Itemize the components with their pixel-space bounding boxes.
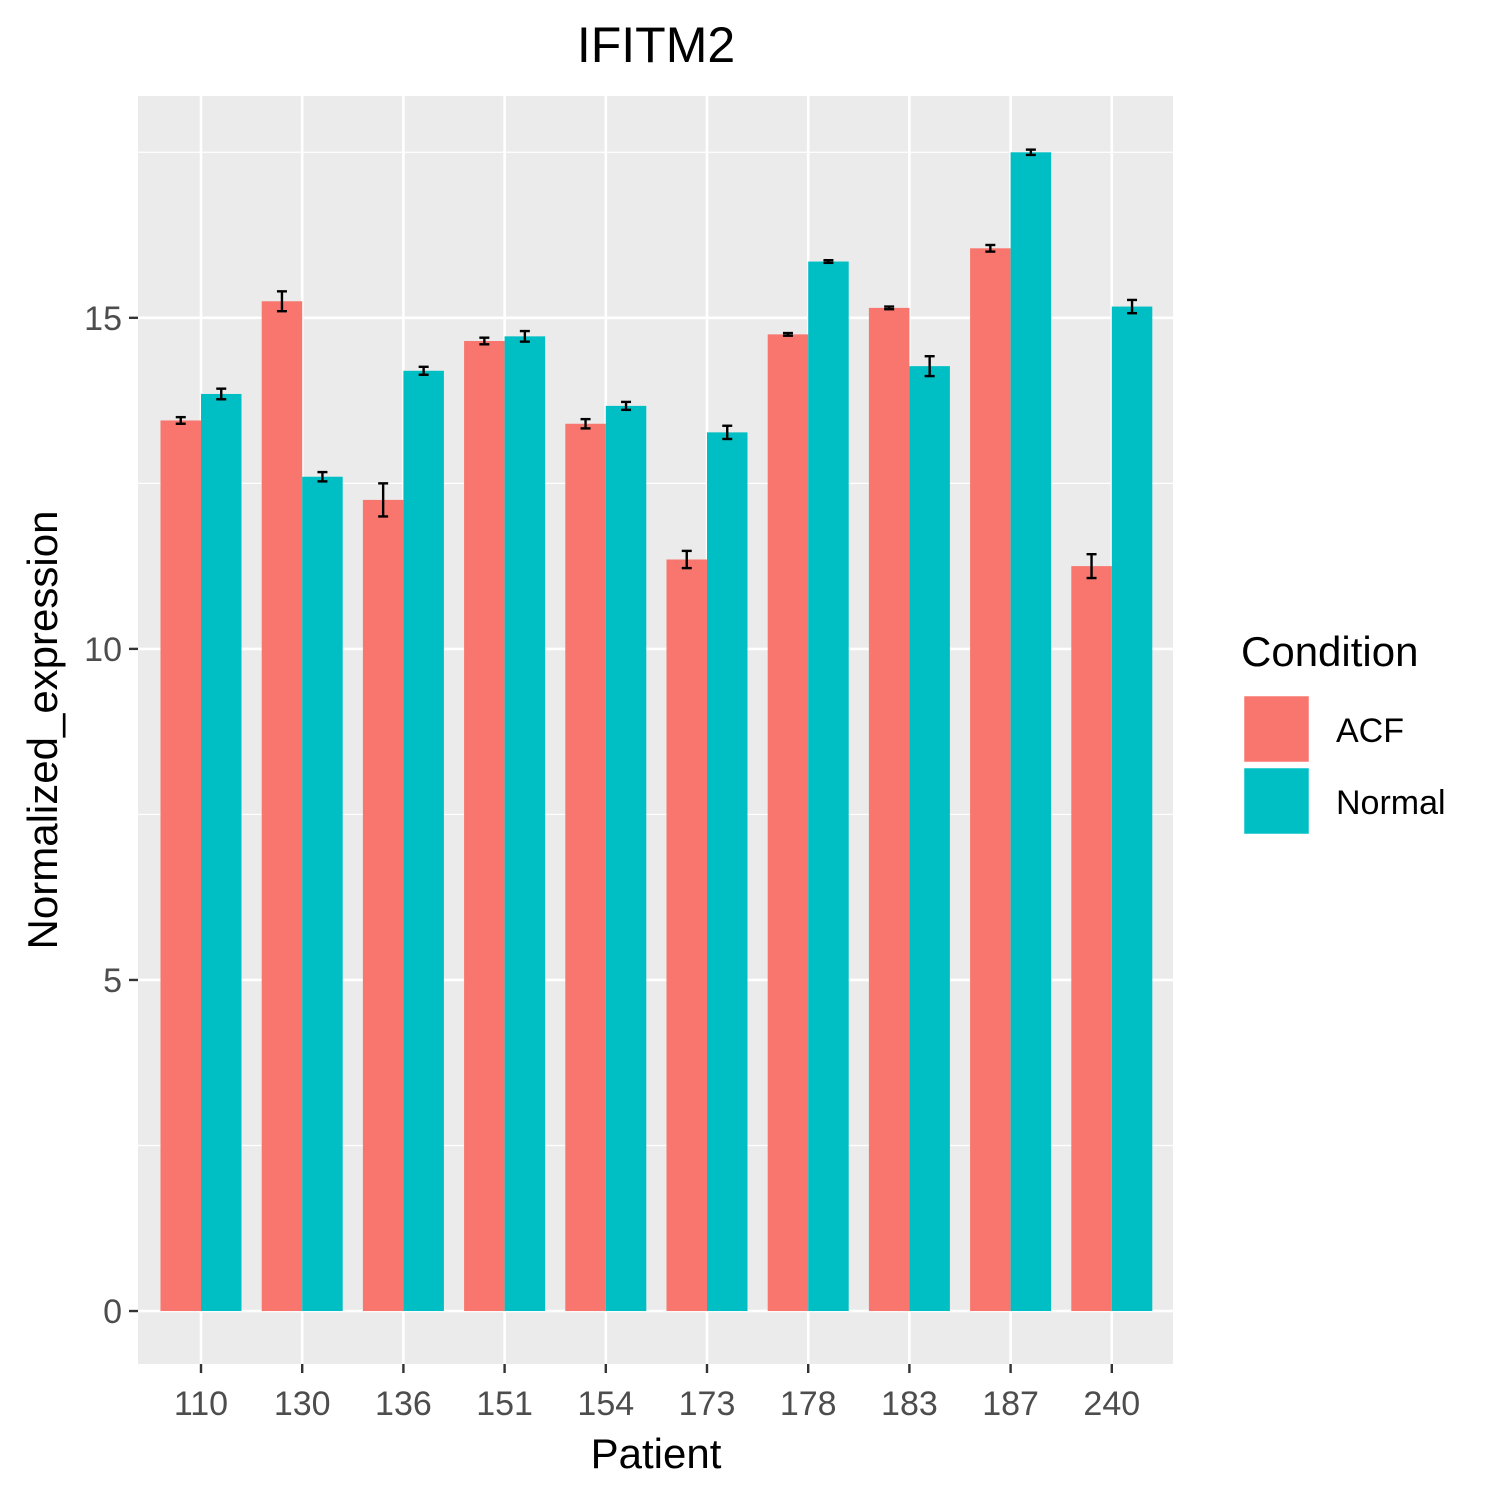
legend-label: ACF (1336, 712, 1404, 750)
legend: Condition ACF Normal (1241, 628, 1446, 837)
x-tick-label: 151 (476, 1385, 533, 1423)
error-bar-acf-151 (479, 336, 490, 346)
y-tick-label: 0 (103, 1293, 122, 1331)
error-bar-acf-110 (175, 415, 186, 425)
error-bars (175, 148, 1138, 580)
bar-acf-183 (868, 307, 910, 1312)
error-bar-acf-178 (782, 331, 793, 337)
legend-title: Condition (1241, 628, 1418, 675)
bar-normal-178 (808, 261, 849, 1312)
bar-acf-110 (160, 420, 201, 1312)
x-tick-label: 183 (881, 1385, 938, 1423)
y-axis: 0 5 10 15 (84, 300, 138, 1331)
error-bar-acf-130 (276, 290, 287, 313)
error-bar-normal-151 (519, 329, 530, 343)
error-bar-acf-187 (985, 243, 996, 253)
chart-title: IFITM2 (577, 17, 735, 73)
bar-acf-151 (464, 340, 505, 1312)
legend-label: Normal (1336, 784, 1446, 822)
x-tick-label: 154 (577, 1385, 634, 1423)
error-bar-normal-183 (924, 355, 935, 378)
x-axis-title: Patient (591, 1430, 722, 1477)
legend-key (1241, 693, 1312, 765)
x-tick-label: 240 (1083, 1385, 1140, 1423)
error-bar-normal-136 (418, 365, 429, 376)
error-bar-normal-110 (216, 387, 227, 401)
error-bar-normal-130 (317, 470, 328, 483)
error-bar-normal-154 (621, 400, 632, 412)
y-axis-title: Normalized_expression (19, 511, 66, 950)
x-tick-label: 173 (679, 1385, 736, 1423)
bar-normal-173 (707, 432, 748, 1312)
bar-normal-136 (403, 370, 444, 1312)
bar-acf-178 (767, 334, 809, 1312)
bar-acf-154 (565, 423, 606, 1312)
legend-items: ACF Normal (1241, 693, 1446, 837)
y-tick-label: 10 (84, 631, 122, 669)
error-bar-acf-240 (1086, 553, 1097, 580)
bar-normal-154 (605, 405, 647, 1312)
y-tick-label: 5 (103, 962, 122, 1000)
legend-item-normal: Normal (1241, 765, 1446, 837)
bar-acf-187 (970, 248, 1011, 1312)
bar-acf-136 (362, 499, 404, 1312)
bars (160, 152, 1153, 1312)
bar-normal-187 (1010, 152, 1052, 1312)
bar-acf-240 (1071, 566, 1112, 1312)
bar-normal-151 (504, 336, 546, 1312)
legend-key (1241, 765, 1312, 837)
error-bar-normal-178 (823, 259, 834, 265)
error-bar-acf-154 (580, 417, 591, 430)
error-bar-normal-173 (722, 424, 733, 441)
error-bar-normal-240 (1127, 298, 1138, 315)
x-tick-label: 178 (780, 1385, 837, 1423)
error-bar-normal-187 (1025, 148, 1036, 157)
bar-normal-130 (302, 476, 343, 1312)
bar-normal-183 (909, 366, 950, 1312)
error-bar-acf-183 (884, 305, 895, 311)
bar-normal-240 (1111, 306, 1153, 1312)
legend-item-acf: ACF (1241, 693, 1404, 765)
x-tick-label: 110 (174, 1385, 228, 1423)
bar-acf-173 (666, 559, 707, 1312)
bar-acf-130 (261, 301, 303, 1312)
error-bar-acf-136 (378, 482, 389, 518)
error-bar-acf-173 (681, 549, 692, 570)
x-axis: 110 130 136 151 154 173 178 183 187 240 (174, 1364, 1140, 1423)
bar-normal-110 (201, 393, 242, 1312)
y-tick-label: 15 (84, 300, 122, 338)
x-tick-label: 136 (375, 1385, 432, 1423)
x-tick-label: 130 (274, 1385, 331, 1423)
x-tick-label: 187 (982, 1385, 1039, 1423)
